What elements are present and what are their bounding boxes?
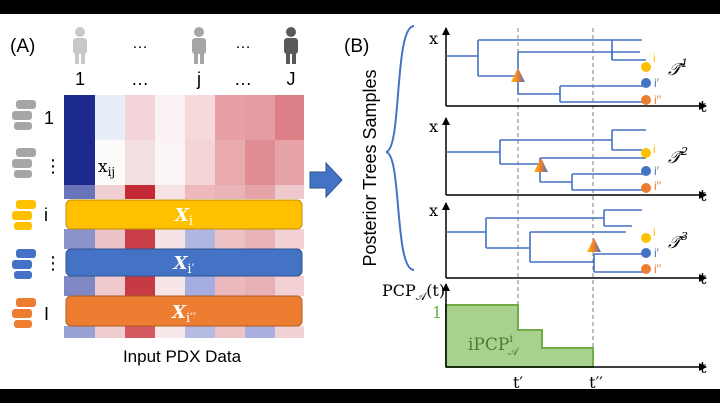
brace [385, 25, 415, 271]
tree-1: x t i i′ i′′ 𝒯̂1 [429, 27, 707, 116]
tree-3: x t i i′ i′′ 𝒯̂3 [429, 201, 707, 288]
sample-bar-i [65, 199, 303, 230]
panel-b-label: (B) [344, 36, 369, 57]
svg-text:i: i [653, 51, 656, 65]
row-label: i [44, 205, 48, 225]
patient-label: … [131, 69, 149, 89]
svg-text:i′: i′ [654, 246, 660, 260]
svg-text:t: t [700, 97, 707, 116]
svg-text:i′′: i′′ [654, 179, 662, 193]
panel-a-label: (A) [10, 36, 35, 57]
patient-label: … [234, 69, 252, 89]
patient-label: 1 [75, 69, 85, 89]
patient-ellipsis: … [235, 35, 251, 52]
sample-bar-i-double-prime [65, 295, 303, 327]
svg-text:x: x [429, 29, 438, 48]
svg-text:i: i [653, 225, 656, 239]
pcp-y-label: PCP𝒜(t) [382, 281, 445, 303]
t-double-prime-label: t′′ [589, 373, 603, 392]
t-prime-label: t′ [513, 373, 523, 392]
svg-text:i′: i′ [654, 76, 660, 90]
tree-2: x t i i′ i′′ 𝒯̂2 [429, 117, 707, 205]
sample-bar-label: Xi′′ [171, 302, 196, 326]
row-label: 1 [44, 108, 54, 128]
mouse-icon [12, 100, 36, 130]
mouse-icon [12, 148, 36, 178]
mouse-icon [12, 200, 36, 230]
row-label: ⋮ [44, 253, 62, 273]
sample-bar-label: Xi′ [172, 253, 194, 277]
side-label: Posterior Trees Samples [360, 69, 380, 266]
pcp-t-axis: t [700, 358, 707, 377]
svg-text:i′′: i′′ [654, 93, 662, 107]
row-label: ⋮ [44, 156, 62, 176]
svg-text:i′′: i′′ [654, 262, 662, 276]
svg-text:𝒯̂2: 𝒯̂2 [668, 145, 688, 168]
cell-label: xij [98, 157, 115, 179]
sample-bar-label: Xi [174, 205, 193, 229]
mouse-icon [12, 249, 36, 279]
svg-text:x: x [429, 201, 438, 220]
svg-text:𝒯̂3: 𝒯̂3 [668, 230, 688, 253]
svg-text:x: x [429, 117, 438, 136]
pcp-plot: PCP𝒜(t) 1 t iPCPi 𝒜 t′ t′′ [382, 281, 707, 392]
patient-ellipsis: … [132, 35, 148, 52]
sample-bar-i-prime [65, 248, 303, 277]
heatmap [64, 95, 304, 338]
patient-label: J [287, 69, 296, 89]
svg-text:i: i [653, 142, 656, 156]
patient-label: j [196, 69, 201, 89]
patient-icon [284, 27, 298, 64]
row-label: I [44, 304, 49, 324]
ipcp-label: iPCPi 𝒜 [468, 332, 520, 358]
svg-text:t: t [700, 269, 707, 288]
svg-text:i′: i′ [654, 164, 660, 178]
pcp-one-label: 1 [432, 303, 442, 322]
arrow-right-icon [309, 161, 343, 199]
patient-icon [192, 27, 206, 64]
svg-text:𝒯̂1: 𝒯̂1 [668, 57, 688, 80]
panel-a-caption: Input PDX Data [123, 347, 242, 366]
svg-text:t: t [700, 186, 707, 205]
mouse-icon [12, 298, 36, 328]
patient-icon [73, 27, 87, 64]
